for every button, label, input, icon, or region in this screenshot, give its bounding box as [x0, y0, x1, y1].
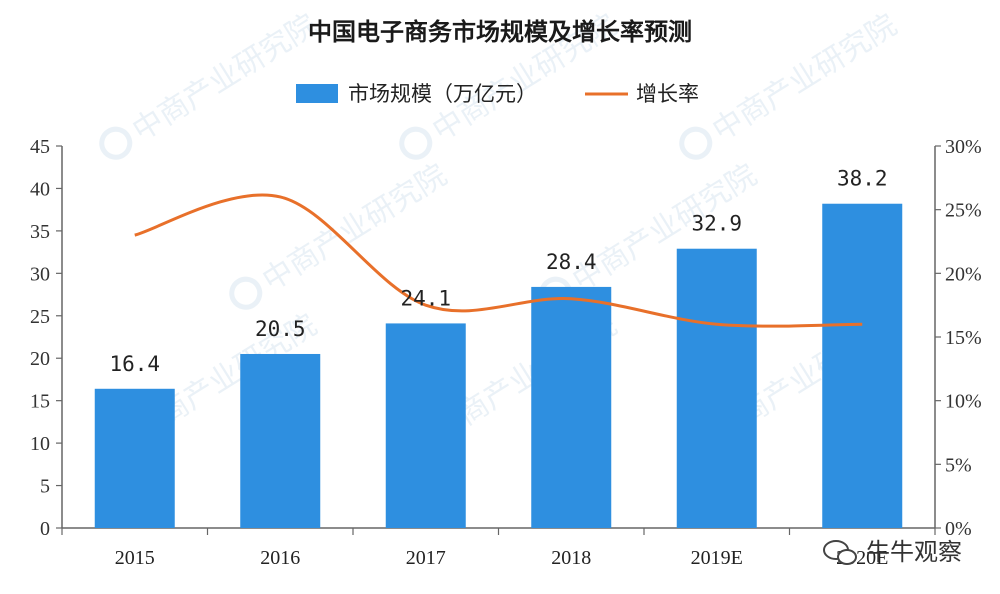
bar-data-label: 38.2	[837, 167, 888, 191]
x-tick-label: 2016	[260, 547, 300, 569]
y-left-tick-label: 0	[40, 518, 50, 540]
y-left-tick-label: 35	[30, 221, 50, 243]
y-left-tick-label: 5	[40, 476, 50, 498]
watermark: 中商产业研究院	[679, 8, 903, 160]
watermark: 中商产业研究院	[99, 8, 323, 160]
bar	[676, 248, 757, 528]
wechat-icon	[823, 540, 857, 565]
y-left-tick-label: 30	[30, 263, 50, 285]
bar-data-label: 16.4	[109, 352, 160, 376]
bar	[94, 388, 175, 528]
y-left-tick-label: 45	[30, 136, 50, 158]
corner-mark-text: 牛牛观察	[866, 538, 962, 566]
bar	[240, 353, 321, 528]
legend-bar-label: 市场规模（万亿元）	[348, 82, 537, 106]
bar-data-label: 28.4	[546, 250, 597, 274]
svg-text:中商产业研究院: 中商产业研究院	[256, 158, 453, 299]
x-tick-label: 2015	[115, 547, 155, 569]
y-right-tick-label: 30%	[945, 136, 982, 158]
x-tick-label: 2019E	[691, 547, 743, 569]
bar-data-label: 20.5	[255, 317, 306, 341]
y-left-tick-label: 10	[30, 433, 50, 455]
y-left-tick-label: 40	[30, 178, 50, 200]
y-left-tick-label: 15	[30, 391, 50, 413]
y-right-tick-label: 10%	[945, 391, 982, 413]
svg-text:中商产业研究院: 中商产业研究院	[706, 8, 903, 149]
chart-title: 中国电子商务市场规模及增长率预测	[308, 18, 692, 46]
x-tick-label: 2017	[406, 547, 446, 569]
y-right-tick-label: 5%	[945, 454, 972, 476]
legend-bar-swatch	[296, 84, 338, 103]
growth-rate-line	[134, 193, 863, 328]
bar	[531, 286, 612, 528]
bar-data-label: 24.1	[400, 286, 451, 310]
y-left-tick-label: 20	[30, 348, 50, 370]
y-right-tick-label: 15%	[945, 327, 982, 349]
corner-mark: 牛牛观察	[823, 538, 962, 566]
y-right-tick-label: 20%	[945, 263, 982, 285]
legend: 市场规模（万亿元） 增长率	[296, 82, 699, 106]
y-right-tick-label: 0%	[945, 518, 972, 540]
svg-text:中商产业研究院: 中商产业研究院	[126, 8, 323, 149]
y-right-tick-label: 25%	[945, 200, 982, 222]
bar	[822, 203, 903, 529]
legend-line-label: 增长率	[636, 82, 699, 106]
bar	[385, 323, 466, 528]
y-left-tick-label: 25	[30, 306, 50, 328]
x-tick-label: 2018	[551, 547, 591, 569]
bar-data-label: 32.9	[691, 212, 742, 236]
